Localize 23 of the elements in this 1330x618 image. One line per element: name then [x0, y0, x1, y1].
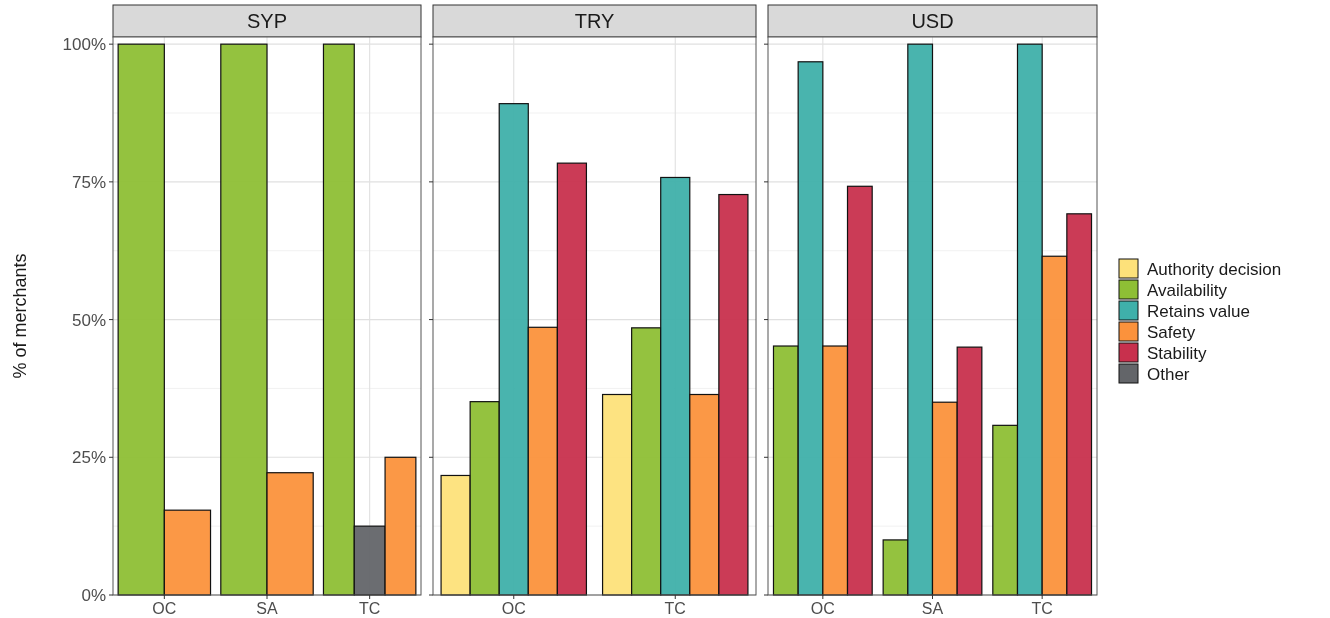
x-tick-label: OC — [501, 600, 526, 617]
legend-label: Availability — [1147, 281, 1228, 300]
legend-label: Retains value — [1147, 302, 1251, 321]
legend-label: Other — [1147, 365, 1190, 384]
legend-label: Authority decision — [1147, 260, 1282, 279]
x-tick-label: TC — [664, 600, 686, 617]
y-tick-label: 75% — [71, 172, 106, 192]
x-tick-label: OC — [152, 600, 177, 617]
x-tick-label: TC — [359, 600, 381, 617]
chart-title: SYP — [246, 10, 288, 32]
x-tick-label: SA — [921, 600, 944, 617]
y-tick-label: 25% — [71, 448, 106, 468]
y-tick-label: 50% — [71, 310, 106, 330]
legend-label: Safety — [1147, 323, 1196, 342]
legend-label: Stability — [1147, 344, 1208, 363]
chart-title: TRY — [574, 10, 615, 32]
x-tick-label: OC — [810, 600, 835, 617]
y-tick-label: 0% — [81, 586, 106, 605]
y-axis-title: % of merchants — [10, 253, 30, 379]
chart-title: USD — [911, 10, 954, 32]
y-tick-label: 100% — [62, 35, 106, 55]
x-tick-label: TC — [1031, 600, 1053, 617]
x-tick-label: SA — [256, 600, 278, 617]
